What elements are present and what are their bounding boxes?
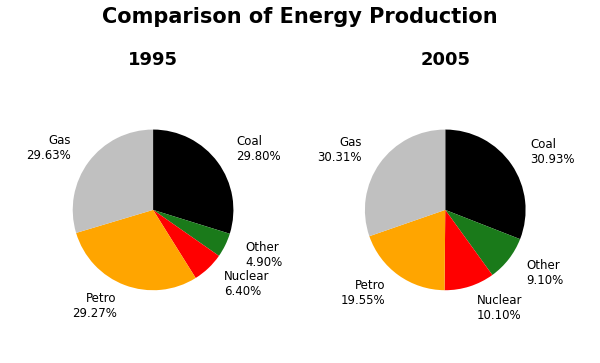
Wedge shape bbox=[153, 210, 230, 256]
Text: Other
9.10%: Other 9.10% bbox=[527, 259, 564, 287]
Wedge shape bbox=[73, 130, 153, 233]
Text: Other
4.90%: Other 4.90% bbox=[245, 241, 283, 269]
Wedge shape bbox=[153, 210, 219, 278]
Wedge shape bbox=[445, 130, 526, 239]
Text: Gas
30.31%: Gas 30.31% bbox=[317, 136, 361, 164]
Text: Gas
29.63%: Gas 29.63% bbox=[26, 134, 71, 163]
Wedge shape bbox=[153, 130, 233, 234]
Wedge shape bbox=[365, 130, 445, 236]
Text: Comparison of Energy Production: Comparison of Energy Production bbox=[102, 7, 498, 27]
Text: Nuclear
10.10%: Nuclear 10.10% bbox=[476, 294, 522, 322]
Text: Petro
19.55%: Petro 19.55% bbox=[341, 280, 385, 307]
Text: Nuclear
6.40%: Nuclear 6.40% bbox=[224, 270, 269, 298]
Wedge shape bbox=[445, 210, 520, 275]
Text: Coal
30.93%: Coal 30.93% bbox=[530, 138, 575, 166]
Title: 1995: 1995 bbox=[128, 51, 178, 69]
Wedge shape bbox=[370, 210, 445, 290]
Title: 2005: 2005 bbox=[420, 51, 470, 69]
Wedge shape bbox=[445, 210, 493, 290]
Wedge shape bbox=[76, 210, 196, 290]
Text: Petro
29.27%: Petro 29.27% bbox=[72, 292, 117, 320]
Text: Coal
29.80%: Coal 29.80% bbox=[236, 135, 281, 163]
